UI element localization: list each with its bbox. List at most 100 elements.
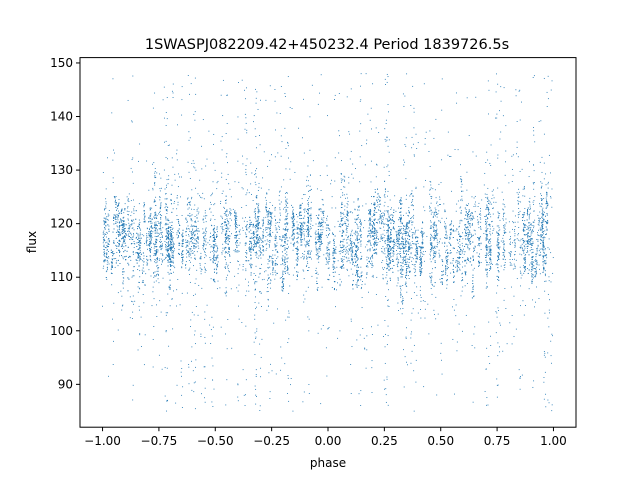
data-point	[440, 222, 441, 224]
data-point	[503, 230, 505, 232]
data-point	[169, 240, 171, 242]
data-point	[105, 221, 107, 223]
data-point	[306, 231, 307, 233]
data-point	[221, 218, 223, 220]
data-point	[529, 223, 531, 225]
data-point	[378, 209, 379, 211]
data-point	[436, 241, 438, 243]
data-point	[430, 181, 432, 183]
data-point	[458, 267, 460, 268]
data-point	[238, 260, 239, 262]
data-point	[517, 221, 519, 223]
data-point	[434, 221, 436, 223]
data-point	[217, 254, 219, 256]
data-point	[540, 181, 542, 183]
data-point	[490, 245, 492, 247]
data-point	[224, 256, 226, 258]
data-point	[271, 260, 273, 262]
data-point	[429, 228, 431, 229]
data-point	[492, 194, 494, 196]
data-point	[224, 212, 226, 214]
data-point	[445, 256, 447, 258]
data-point	[467, 229, 469, 230]
data-point	[446, 245, 448, 247]
data-point	[524, 220, 526, 222]
scatter-points	[102, 73, 554, 412]
data-point	[259, 247, 261, 249]
data-point	[348, 235, 349, 237]
data-point	[131, 227, 133, 229]
data-point	[462, 261, 464, 263]
data-point	[322, 210, 324, 212]
data-point	[436, 214, 438, 215]
data-point	[274, 260, 276, 262]
data-point	[489, 203, 491, 205]
data-point	[224, 266, 226, 268]
data-point	[115, 258, 117, 259]
data-point	[354, 209, 356, 211]
data-point	[128, 233, 129, 235]
data-point	[274, 254, 276, 256]
data-point	[284, 234, 286, 236]
data-point	[204, 257, 206, 259]
data-point	[520, 272, 522, 274]
data-point	[530, 224, 532, 226]
data-point	[149, 235, 151, 237]
data-point	[165, 245, 167, 247]
data-point	[121, 295, 123, 297]
data-point	[460, 181, 462, 183]
data-point	[182, 260, 184, 262]
data-point	[142, 280, 144, 282]
data-point	[525, 240, 527, 242]
data-point	[540, 186, 542, 188]
data-point	[108, 209, 110, 211]
data-point	[108, 257, 110, 259]
data-point	[376, 196, 378, 198]
data-point	[357, 242, 359, 244]
data-point	[253, 278, 255, 280]
data-point	[172, 257, 174, 259]
data-point	[226, 209, 228, 211]
data-point	[485, 247, 487, 249]
data-point	[203, 215, 205, 217]
data-point	[489, 232, 491, 234]
data-point	[160, 218, 162, 220]
data-point	[360, 266, 362, 268]
data-point	[185, 231, 187, 233]
data-point	[386, 274, 388, 276]
data-point	[310, 223, 312, 225]
data-point	[260, 238, 262, 240]
data-point	[373, 234, 375, 236]
data-point	[122, 242, 124, 244]
data-point	[303, 231, 305, 232]
data-point	[341, 201, 343, 203]
data-point	[457, 240, 459, 241]
data-point	[514, 229, 516, 231]
data-point	[323, 210, 325, 212]
data-point	[342, 203, 344, 205]
data-point	[514, 221, 516, 223]
data-point	[317, 249, 319, 251]
data-point	[306, 258, 307, 260]
data-point	[165, 246, 167, 248]
data-point	[181, 267, 183, 269]
data-point	[400, 271, 402, 273]
data-point	[546, 254, 548, 256]
data-point	[537, 240, 539, 242]
data-point	[541, 185, 543, 187]
data-point	[304, 194, 306, 195]
data-point	[316, 254, 318, 256]
data-point	[193, 244, 195, 246]
data-point	[502, 218, 504, 220]
data-point	[345, 228, 347, 230]
data-point	[275, 220, 276, 221]
data-point	[430, 225, 432, 227]
data-point	[118, 240, 120, 242]
data-point	[261, 242, 263, 244]
data-point	[143, 261, 145, 263]
data-point	[542, 250, 544, 252]
data-point	[108, 263, 110, 265]
data-point	[200, 268, 202, 270]
data-point	[419, 246, 421, 247]
data-point	[529, 239, 531, 241]
